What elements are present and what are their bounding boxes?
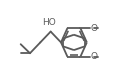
Text: O: O [91, 52, 98, 61]
Text: HO: HO [42, 18, 56, 27]
Text: O: O [91, 24, 98, 33]
